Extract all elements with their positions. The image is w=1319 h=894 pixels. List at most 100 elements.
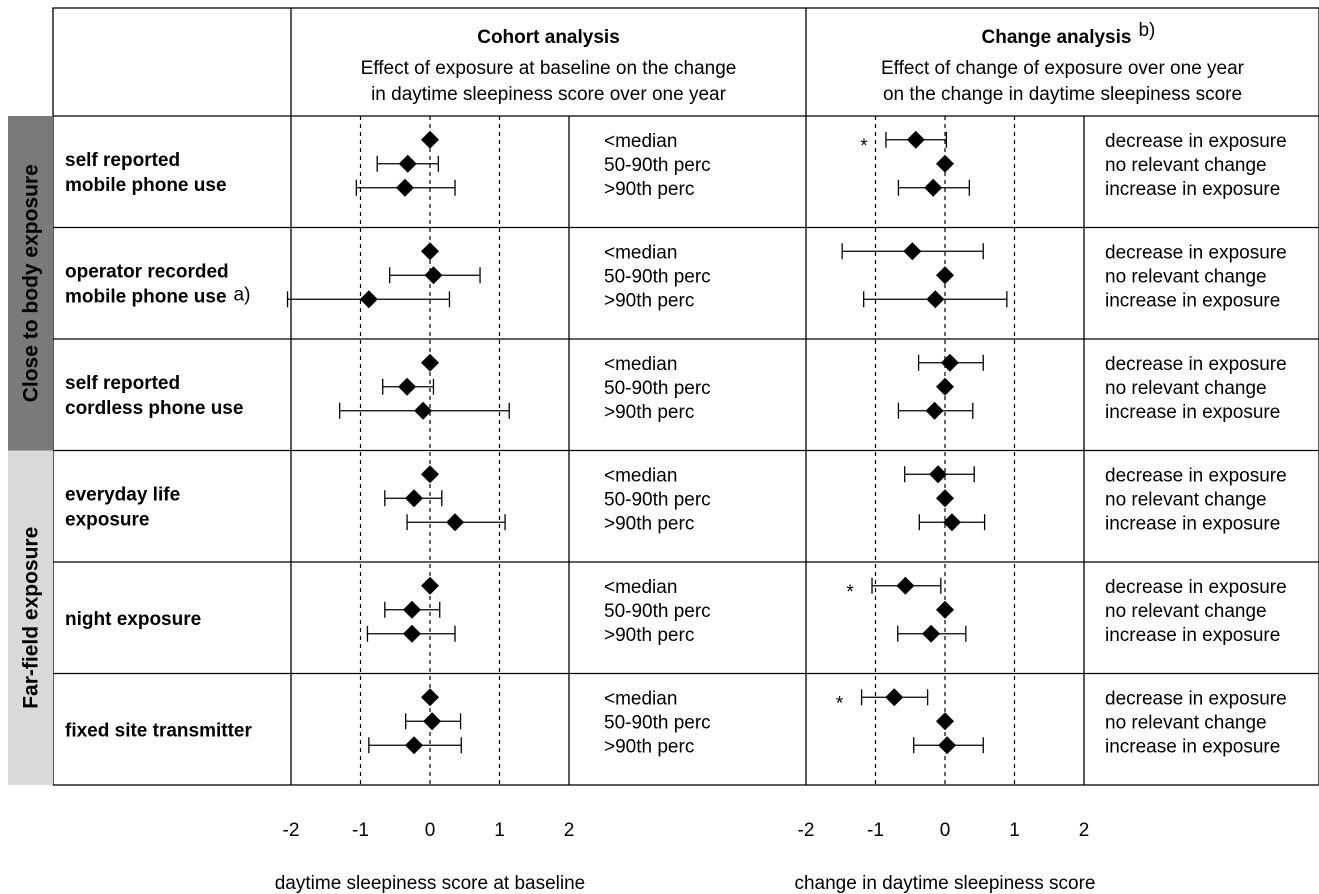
row-labels: self reported mobile phone use operator re… [65, 150, 252, 742]
significance-star: * [836, 693, 844, 714]
x-tick-label: -1 [352, 820, 369, 841]
significance-star: * [860, 136, 868, 157]
estimate-marker [936, 266, 954, 285]
estimate-marker [936, 154, 954, 173]
estimate-marker [925, 401, 944, 420]
x-tick-label: 1 [1009, 820, 1020, 841]
row-label-footnote: a) [234, 284, 251, 305]
level-label: >90th perc [604, 625, 694, 646]
estimate-marker [414, 401, 433, 420]
level-label: <median [604, 131, 677, 152]
estimate-marker [359, 290, 378, 309]
estimate-marker [924, 178, 943, 197]
estimate-marker [423, 712, 442, 731]
level-label: increase in exposure [1105, 513, 1280, 534]
x-tick-label: 2 [1079, 820, 1090, 841]
level-label: decrease in exposure [1105, 688, 1287, 709]
estimate-marker [940, 353, 959, 372]
row-label: exposure [65, 509, 149, 530]
estimate-marks: <median 50-90th perc >90th perc <median 50-9… [286, 130, 1287, 757]
estimate-marker [421, 465, 439, 484]
estimate-marker [421, 242, 439, 261]
level-label: >90th perc [604, 179, 694, 200]
level-label: 50-90th perc [604, 378, 711, 399]
level-label: 50-90th perc [604, 712, 711, 733]
column-subtitle: Effect of change of exposure over one ye… [881, 58, 1245, 79]
level-label: <median [604, 242, 677, 263]
estimate-marker [926, 290, 945, 309]
level-label: increase in exposure [1105, 625, 1280, 646]
column-title: Change analysis [982, 27, 1132, 48]
estimate-marker [906, 130, 925, 149]
level-label: <median [604, 688, 677, 709]
table-frame [52, 7, 1319, 786]
estimate-marker [395, 178, 414, 197]
level-label: increase in exposure [1105, 402, 1280, 423]
level-label: no relevant change [1105, 378, 1267, 399]
x-tick-label: 1 [494, 820, 505, 841]
column-title-footnote: b) [1138, 20, 1155, 41]
level-label: <median [604, 354, 677, 375]
level-label: >90th perc [604, 513, 694, 534]
estimate-marker [446, 513, 465, 532]
column-title: Cohort analysis [477, 27, 620, 48]
level-label: <median [604, 465, 677, 486]
estimate-marker [922, 624, 941, 643]
estimate-marker [421, 688, 439, 707]
level-label: decrease in exposure [1105, 242, 1287, 263]
estimate-marker [938, 736, 957, 755]
row-label: self reported [65, 150, 180, 171]
level-label: no relevant change [1105, 489, 1267, 510]
estimate-marker [421, 576, 439, 595]
group-bar [8, 450, 53, 785]
estimate-marker [929, 465, 948, 484]
estimate-marker [405, 489, 424, 508]
estimate-marker [936, 489, 954, 508]
row-label: mobile phone use [65, 286, 227, 307]
group-label: Close to body exposure [20, 164, 43, 402]
row-label: fixed site transmitter [65, 720, 252, 741]
estimate-marker [402, 600, 421, 619]
row-label: cordless phone use [65, 398, 243, 419]
level-label: 50-90th perc [604, 155, 711, 176]
level-label: no relevant change [1105, 601, 1267, 622]
row-label: mobile phone use [65, 175, 227, 196]
group-label: Far-field exposure [20, 527, 43, 709]
x-axes: -2 -1 0 1 2 daytime sleepiness score at basel… [275, 820, 1096, 894]
level-label: decrease in exposure [1105, 131, 1287, 152]
level-label: >90th perc [604, 736, 694, 757]
level-label: >90th perc [604, 290, 694, 311]
level-label: >90th perc [604, 402, 694, 423]
x-tick-label: -1 [867, 820, 884, 841]
estimate-marker [903, 242, 922, 261]
significance-star: * [846, 582, 854, 603]
column-subtitle: in daytime sleepiness score over one yea… [371, 84, 727, 105]
estimate-marker [885, 688, 904, 707]
estimate-marker [405, 736, 424, 755]
group-bars: Close to body exposure Far-field exposure [8, 116, 53, 785]
estimate-marker [424, 266, 443, 285]
level-label: decrease in exposure [1105, 354, 1287, 375]
estimate-marker [896, 576, 915, 595]
column-subtitle: Effect of exposure at baseline on the ch… [361, 58, 737, 79]
level-label: no relevant change [1105, 266, 1267, 287]
group-bar [8, 116, 53, 451]
level-label: increase in exposure [1105, 290, 1280, 311]
x-tick-label: -2 [798, 820, 815, 841]
row-label: everyday life [65, 484, 180, 505]
level-label: no relevant change [1105, 712, 1267, 733]
row-label: night exposure [65, 609, 201, 630]
x-axis-label: daytime sleepiness score at baseline [275, 873, 586, 894]
x-tick-label: 0 [425, 820, 436, 841]
column-headers: Cohort analysis Effect of exposure at bas… [361, 20, 1245, 105]
row-label: operator recorded [65, 261, 229, 282]
estimate-marker [421, 353, 439, 372]
level-label: increase in exposure [1105, 179, 1280, 200]
estimate-marker [936, 377, 954, 396]
level-label: <median [604, 577, 677, 598]
estimate-marker [936, 600, 954, 619]
level-label: decrease in exposure [1105, 577, 1287, 598]
level-label: 50-90th perc [604, 489, 711, 510]
row-label: self reported [65, 373, 180, 394]
column-subtitle: on the change in daytime sleepiness scor… [883, 84, 1242, 105]
